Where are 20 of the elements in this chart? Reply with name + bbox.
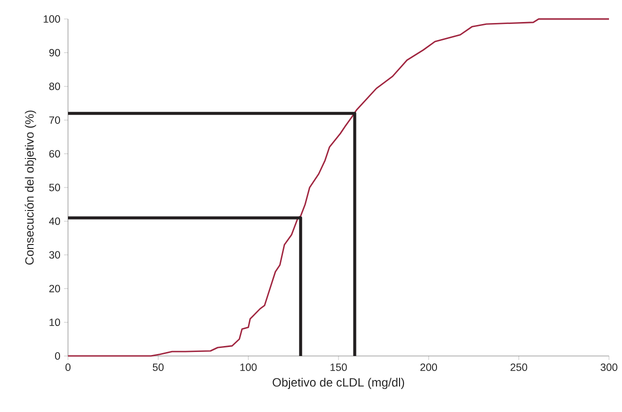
y-tick-label: 20 — [49, 284, 60, 292]
y-tick-label: 40 — [49, 217, 60, 225]
x-tick-label: 200 — [420, 364, 438, 371]
x-tick-label: 150 — [330, 364, 347, 371]
x-tick-label: 300 — [600, 364, 618, 371]
y-tick-label: 70 — [49, 116, 60, 124]
y-tick-label: 100 — [44, 15, 60, 23]
x-axis-title: Objetivo de cLDL (mg/dl) — [272, 378, 404, 390]
y-tick-label: 30 — [49, 251, 60, 259]
y-tick-label: 90 — [49, 48, 60, 56]
y-axis-title: Consecución del objetivo (%) — [24, 110, 36, 265]
x-tick-label: 50 — [152, 364, 164, 371]
x-tick-label: 0 — [65, 364, 71, 371]
y-tick-label: 50 — [49, 184, 60, 192]
y-tick-label: 10 — [50, 318, 60, 326]
x-tick-label: 250 — [510, 364, 528, 371]
y-tick-label: 60 — [49, 150, 60, 158]
y-tick-label: 0 — [55, 352, 60, 360]
x-tick-label: 100 — [240, 364, 257, 371]
y-tick-label: 80 — [49, 82, 60, 90]
